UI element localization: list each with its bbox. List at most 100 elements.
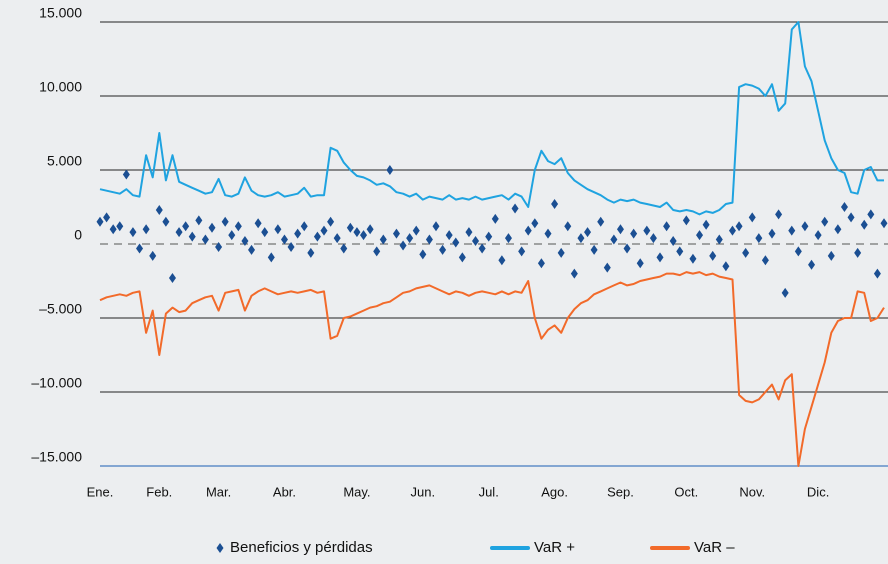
pnl-point (294, 228, 302, 239)
pnl-point (373, 246, 381, 257)
pnl-point (504, 233, 512, 244)
y-tick-label: 0 (74, 227, 82, 243)
pnl-point (399, 240, 407, 251)
pnl-point (775, 209, 783, 220)
y-tick-label: 10.000 (39, 79, 82, 95)
pnl-point (860, 219, 868, 230)
x-tick-label: Nov. (739, 484, 765, 499)
pnl-point (834, 224, 842, 235)
pnl-point (551, 199, 559, 210)
pnl-point (221, 216, 229, 227)
pnl-point (544, 228, 552, 239)
pnl-point (182, 221, 190, 232)
pnl-point (458, 252, 466, 263)
pnl-point (814, 230, 822, 241)
pnl-point (656, 252, 664, 263)
pnl-point (439, 244, 447, 255)
pnl-point (682, 215, 690, 226)
pnl-point (241, 236, 249, 247)
pnl-point (643, 225, 651, 236)
pnl-point (840, 202, 848, 212)
pnl-point (616, 224, 624, 235)
pnl-point (603, 262, 611, 273)
pnl-point (485, 231, 493, 242)
x-tick-label: Mar. (206, 484, 231, 499)
pnl-point (228, 230, 236, 241)
pnl-point (709, 250, 717, 261)
pnl-point (327, 216, 335, 227)
pnl-point (801, 221, 809, 232)
pnl-point (873, 268, 881, 279)
pnl-point (116, 221, 124, 232)
pnl-point (531, 218, 539, 229)
pnl-point (623, 243, 631, 254)
pnl-point (280, 234, 288, 245)
pnl-point (307, 247, 315, 258)
pnl-point (122, 169, 130, 180)
pnl-point (748, 212, 756, 223)
pnl-point (96, 216, 104, 227)
pnl-point (715, 234, 723, 245)
pnl-point (794, 246, 802, 257)
pnl-point (340, 243, 348, 254)
pnl-point (854, 247, 862, 258)
x-tick-label: Jul. (479, 484, 499, 499)
pnl-point (827, 250, 835, 261)
pnl-point (511, 203, 519, 214)
pnl-point (248, 244, 256, 255)
pnl-point (663, 221, 671, 232)
pnl-point (781, 287, 789, 298)
pnl-point (498, 255, 506, 266)
x-tick-label: May. (343, 484, 370, 499)
x-tick-label: Abr. (273, 484, 296, 499)
pnl-point (419, 249, 427, 260)
pnl-point (676, 246, 684, 257)
pnl-point (649, 233, 657, 244)
pnl-point (610, 234, 618, 245)
pnl-point (465, 227, 473, 238)
pnl-point (669, 236, 677, 247)
legend-label: VaR – (694, 539, 735, 556)
pnl-point (557, 247, 565, 258)
pnl-point (300, 221, 308, 232)
pnl-point (755, 233, 763, 244)
y-tick-label: –15.000 (31, 449, 82, 465)
pnl-point (215, 241, 223, 252)
y-tick-label: –10.000 (31, 375, 82, 391)
pnl-point (129, 227, 137, 238)
pnl-point (313, 231, 321, 242)
pnl-point (353, 227, 361, 238)
pnl-point (274, 224, 282, 235)
pnl-point (728, 225, 736, 236)
pnl-point (287, 241, 295, 252)
pnl-point (155, 204, 163, 215)
pnl-point (821, 216, 829, 227)
pnl-point (742, 247, 750, 258)
pnl-point (142, 224, 150, 235)
var-line (99, 21, 884, 216)
pnl-point (261, 227, 269, 238)
pnl-point (597, 216, 605, 227)
x-tick-label: Feb. (146, 484, 172, 499)
pnl-point (564, 221, 572, 232)
pnl-point (379, 234, 387, 245)
pnl-point (432, 221, 440, 232)
pnl-point (445, 230, 453, 241)
pnl-point (524, 225, 532, 236)
pnl-point (360, 230, 368, 241)
pnl-point (168, 273, 176, 284)
pnl-point (702, 219, 710, 230)
x-tick-label: Ago. (541, 484, 568, 499)
pnl-point (584, 227, 592, 238)
pnl-point (570, 268, 578, 279)
pnl-point (195, 215, 203, 226)
pnl-point (452, 237, 460, 248)
pnl-point (491, 213, 499, 224)
pnl-point (537, 258, 545, 269)
pnl-point (636, 258, 644, 269)
pnl-point (412, 225, 420, 236)
y-tick-label: 5.000 (47, 153, 82, 169)
legend-label: VaR + (534, 539, 575, 556)
pnl-point (267, 252, 275, 263)
pnl-point (630, 228, 638, 239)
